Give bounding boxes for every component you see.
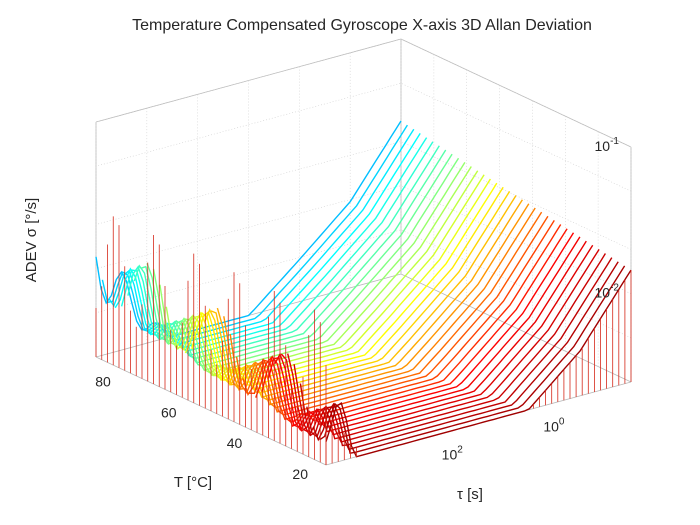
surface-curve — [299, 253, 606, 443]
z-tick-label: 10-1 — [595, 136, 620, 154]
y-axis-label: T [°C] — [174, 474, 212, 491]
surface-curve — [306, 257, 613, 447]
surface-curve — [140, 149, 447, 364]
surface-curve — [235, 211, 543, 413]
surface-curve — [249, 220, 555, 421]
surface-curve — [197, 186, 504, 391]
y-tick-label: 60 — [161, 404, 177, 420]
grid-line-adev — [95, 82, 632, 192]
y-tick-label: 20 — [292, 466, 308, 482]
grid-line-adev — [95, 185, 632, 294]
surface-curve — [325, 269, 632, 458]
surface-curve — [293, 249, 600, 440]
x-tick-label: 102 — [442, 444, 464, 462]
y-tick-label: 80 — [95, 373, 111, 389]
x-tick-label: 100 — [543, 417, 565, 435]
surface-curve — [172, 170, 479, 377]
grid-line-adev — [95, 141, 632, 250]
surface-curve — [133, 145, 440, 360]
surface-curve — [146, 153, 453, 367]
surface-curve — [152, 157, 460, 372]
surface-curve — [95, 120, 402, 338]
y-tick-label: 40 — [227, 435, 243, 451]
surface-curve — [114, 133, 421, 349]
surface-curve — [267, 232, 575, 428]
surface-curve — [312, 261, 619, 451]
surface-skirt — [95, 216, 632, 465]
axis-ticks: 10-2 10-1 20 40 60 80 100 102 — [95, 136, 619, 482]
grid-line-adev — [95, 229, 632, 339]
surface-curve — [210, 195, 517, 399]
grid-lines — [95, 38, 632, 382]
surface-curve — [319, 265, 626, 455]
surface-curve — [191, 182, 498, 387]
axes-box — [95, 38, 632, 466]
grid-line-adev — [95, 38, 632, 148]
z-tick-label: 10-2 — [595, 283, 620, 301]
surface-plot — [95, 120, 632, 458]
axes-edge-6 — [400, 38, 632, 148]
chart-title: Temperature Compensated Gyroscope X-axis… — [132, 17, 592, 34]
surface-curve — [229, 207, 536, 409]
axes-edge-4 — [400, 273, 632, 383]
x-axis-label: τ [s] — [457, 486, 483, 503]
z-axis-label: ADEV σ [°/s] — [23, 198, 40, 282]
